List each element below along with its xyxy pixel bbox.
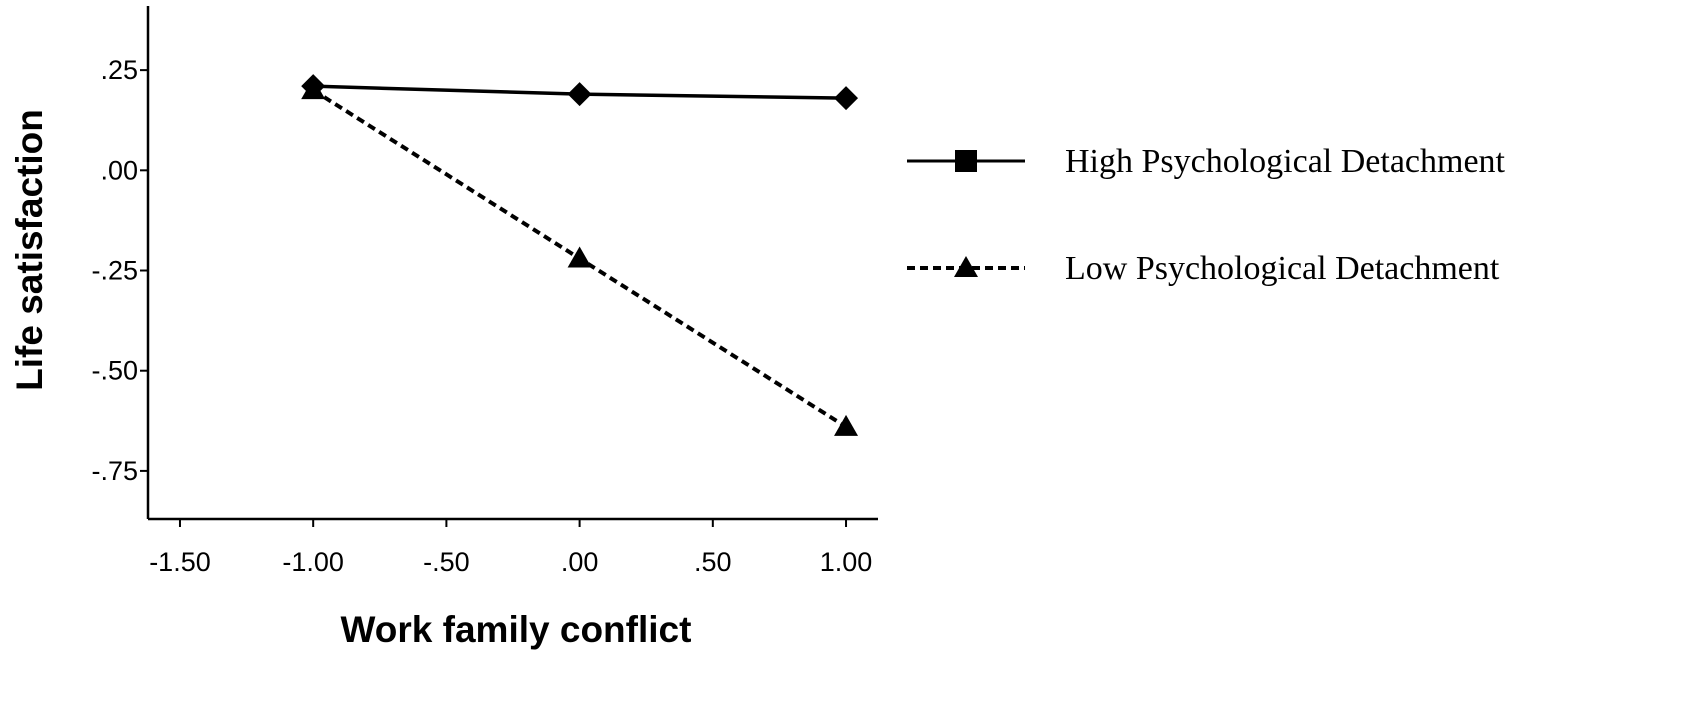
data-point-series-2: [834, 414, 859, 436]
data-point-series-1: [567, 82, 592, 107]
data-point-series-2: [567, 246, 592, 268]
x-tick-label: .00: [561, 547, 599, 577]
legend: High Psychological Detachment Low Psychol…: [907, 143, 1506, 287]
y-tick-label: -.50: [91, 356, 138, 386]
x-axis-title: Work family conflict: [341, 609, 692, 650]
data-point-series-2: [301, 78, 326, 100]
x-tick-label: .50: [694, 547, 732, 577]
legend-marker-2: [954, 256, 978, 277]
legend-label-1: High Psychological Detachment: [1065, 143, 1506, 180]
y-tick-label: .25: [100, 55, 138, 85]
x-tick-label: -1.50: [149, 547, 211, 577]
plot-area: .25 .00 -.25 -.50 -.75 -1.50 -1.00 -.50 .00 .50 1.…: [91, 6, 878, 577]
x-tick-label: 1.00: [820, 547, 873, 577]
legend-marker-1: [955, 150, 977, 172]
legend-label-2: Low Psychological Detachment: [1065, 250, 1500, 287]
x-tick-label: -.50: [423, 547, 470, 577]
y-tick-label: -.75: [91, 456, 138, 486]
y-tick-label: .00: [100, 155, 138, 185]
y-axis-title: Life satisfaction: [9, 109, 50, 391]
y-tick-label: -.25: [91, 256, 138, 286]
data-point-series-1: [834, 86, 859, 111]
x-tick-label: -1.00: [282, 547, 344, 577]
